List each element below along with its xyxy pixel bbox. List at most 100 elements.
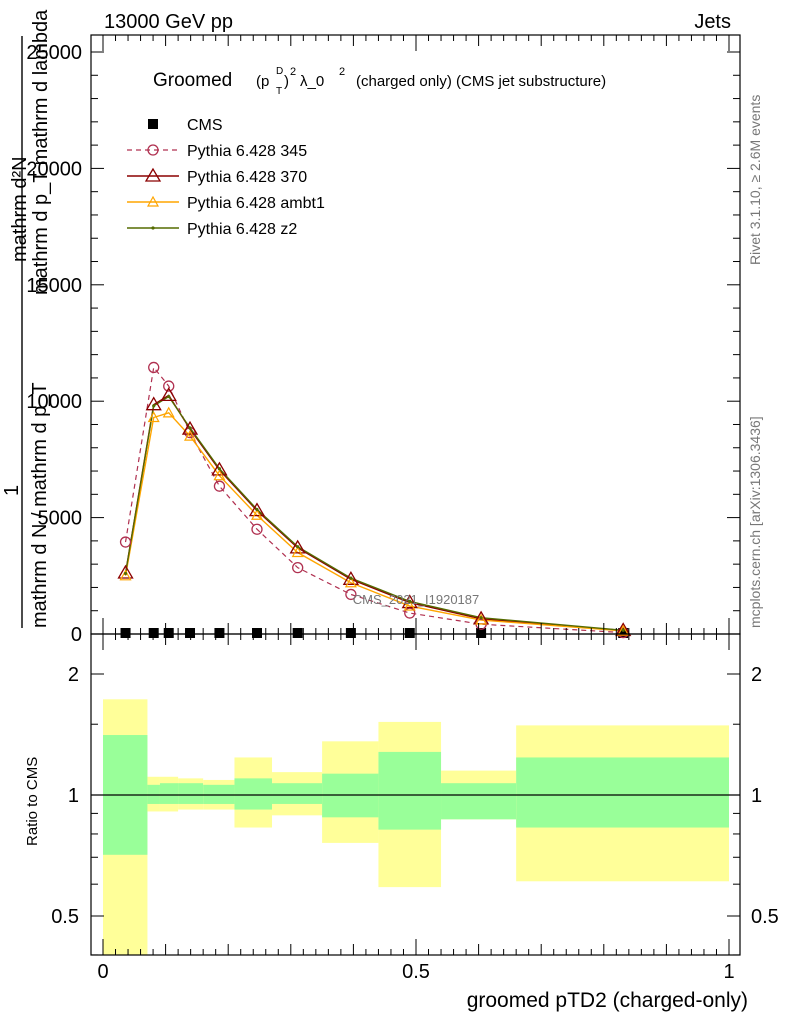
ratio-band-inner-9 — [441, 783, 517, 820]
xtick-labels: 0 0.5 1 — [97, 961, 734, 983]
ylabel-frac-num: 1 — [1, 485, 23, 496]
series-2-point-3 — [181, 420, 199, 435]
series-2-point-6 — [289, 539, 306, 554]
main-data-layer — [117, 361, 632, 639]
series-0-point-4 — [214, 628, 225, 638]
ylabel-frac-den: mathrm d N / mathrm d p_T — [29, 382, 51, 628]
ratio-ytick-label-left-2: 2 — [68, 664, 79, 686]
ylabel-top: mathrm d²N — [9, 156, 31, 262]
series-0-point-3 — [185, 628, 196, 638]
series-0-point-7 — [345, 628, 356, 638]
series-3-point-2 — [162, 406, 175, 418]
legend-marker-1 — [147, 144, 159, 156]
series-1-point-6 — [292, 562, 304, 574]
series-2-point-8 — [401, 594, 418, 609]
rivet-label: Rivet 3.1.10, ≥ 2.6M events — [747, 95, 763, 265]
main-ytick-label-0: 0 — [71, 624, 82, 646]
legend-label-0: CMS — [187, 117, 223, 134]
series-line-1 — [124, 366, 624, 634]
main-ytick-label-1: 5000 — [38, 508, 83, 530]
series-0-point-5 — [251, 628, 262, 638]
series-4-point-5 — [255, 507, 259, 512]
series-4-point-3 — [188, 426, 192, 430]
series-1-point-4 — [213, 480, 226, 492]
legend-marker-4 — [151, 226, 155, 230]
series-2-point-2 — [160, 387, 177, 402]
main-ytick-label-5: 25000 — [26, 42, 82, 64]
ratio-band-inner-1 — [147, 784, 160, 804]
ratio-band-inner-6 — [272, 783, 323, 804]
series-1-point-7 — [345, 588, 357, 601]
watermark: CMS_2021_I1920187 — [353, 592, 480, 607]
series-3-point-9 — [475, 613, 488, 625]
title-sup-d: D — [276, 66, 283, 77]
ratio-ytick-label-right-0: 0.5 — [751, 906, 779, 928]
main-ytick-label-3: 15000 — [26, 275, 82, 297]
xtick-label-1: 0.5 — [402, 961, 430, 983]
series-0-point-2 — [163, 628, 174, 638]
main-ytick-labels: 0 5000 10000 15000 20000 25000 — [26, 42, 82, 646]
series-4-point-4 — [217, 467, 222, 471]
ratio-ytick-label-left-0: 0.5 — [51, 906, 79, 928]
ratio-band-inner-8 — [378, 751, 442, 830]
ratio-band-inner-3 — [178, 783, 204, 804]
ylabel-bottom: mathrm d p_T mathrm d lambda — [30, 9, 52, 295]
ratio-bands — [103, 699, 729, 955]
series-2-point-1 — [145, 396, 162, 411]
legend-marker-0 — [148, 119, 158, 129]
series-3-point-8 — [403, 599, 416, 611]
ratio-band-inner-4 — [203, 784, 235, 804]
legend-label-2: Pythia 6.428 370 — [187, 169, 307, 186]
legend-marker-2 — [144, 167, 162, 182]
ratio-ytick-label-right-2: 2 — [751, 664, 762, 686]
ratio-axis-ticks — [91, 634, 740, 956]
header-right: Jets — [694, 11, 731, 33]
legend-label-3: Pythia 6.428 ambt1 — [187, 195, 325, 212]
title-close: ) — [284, 73, 289, 90]
series-1-point-1 — [148, 361, 160, 374]
series-4-point-8 — [408, 599, 412, 604]
series-4-point-7 — [349, 576, 353, 580]
main-axis-ticks — [91, 35, 740, 635]
title-sub-t: T — [276, 86, 282, 97]
header-left: 13000 GeV pp — [104, 11, 233, 33]
legend-label-1: Pythia 6.428 345 — [187, 143, 307, 160]
series-4-point-2 — [167, 394, 171, 399]
series-4-point-9 — [479, 616, 483, 620]
ratio-ytick-label-left-1: 1 — [68, 785, 79, 807]
series-3-point-7 — [344, 576, 357, 588]
ratio-band-inner-2 — [159, 783, 179, 804]
series-2-point-5 — [248, 502, 266, 517]
title-lambda-pow: 2 — [339, 66, 345, 78]
ratio-band-inner-10 — [516, 757, 729, 828]
title-p: (p — [256, 73, 269, 90]
series-2-point-7 — [342, 571, 360, 585]
series-3-point-5 — [250, 509, 264, 520]
ratio-band-inner-5 — [234, 778, 273, 810]
title-pre: Groomed — [153, 70, 232, 91]
series-3-point-1 — [147, 411, 160, 423]
title-pow: 2 — [290, 66, 296, 78]
series-0-point-9 — [476, 628, 487, 638]
x-axis-label: groomed pTD2 (charged-only) — [467, 989, 748, 1012]
legend-marker-3 — [146, 195, 160, 207]
series-4-point-1 — [152, 404, 156, 408]
series-1-point-5 — [251, 523, 263, 535]
series-2-point-4 — [211, 461, 228, 476]
series-3-point-0 — [119, 569, 132, 581]
series-0-point-10 — [618, 628, 629, 638]
series-2-point-0 — [117, 564, 134, 579]
xtick-label-0: 0 — [97, 961, 108, 983]
title-lambda: λ_0 — [300, 73, 324, 90]
main-ytick-label-2: 10000 — [26, 391, 82, 413]
legend-label-4: Pythia 6.428 z2 — [187, 221, 297, 238]
series-3-point-4 — [213, 469, 226, 481]
series-1-point-0 — [119, 536, 132, 548]
main-ytick-label-4: 20000 — [26, 158, 82, 180]
series-4-point-0 — [123, 571, 128, 576]
series-0-point-1 — [148, 628, 159, 638]
mcplots-label: mcplots.cern.ch [arXiv:1306.3436] — [747, 416, 763, 628]
ratio-ylabel: Ratio to CMS — [24, 757, 41, 846]
series-3-point-6 — [291, 546, 304, 558]
